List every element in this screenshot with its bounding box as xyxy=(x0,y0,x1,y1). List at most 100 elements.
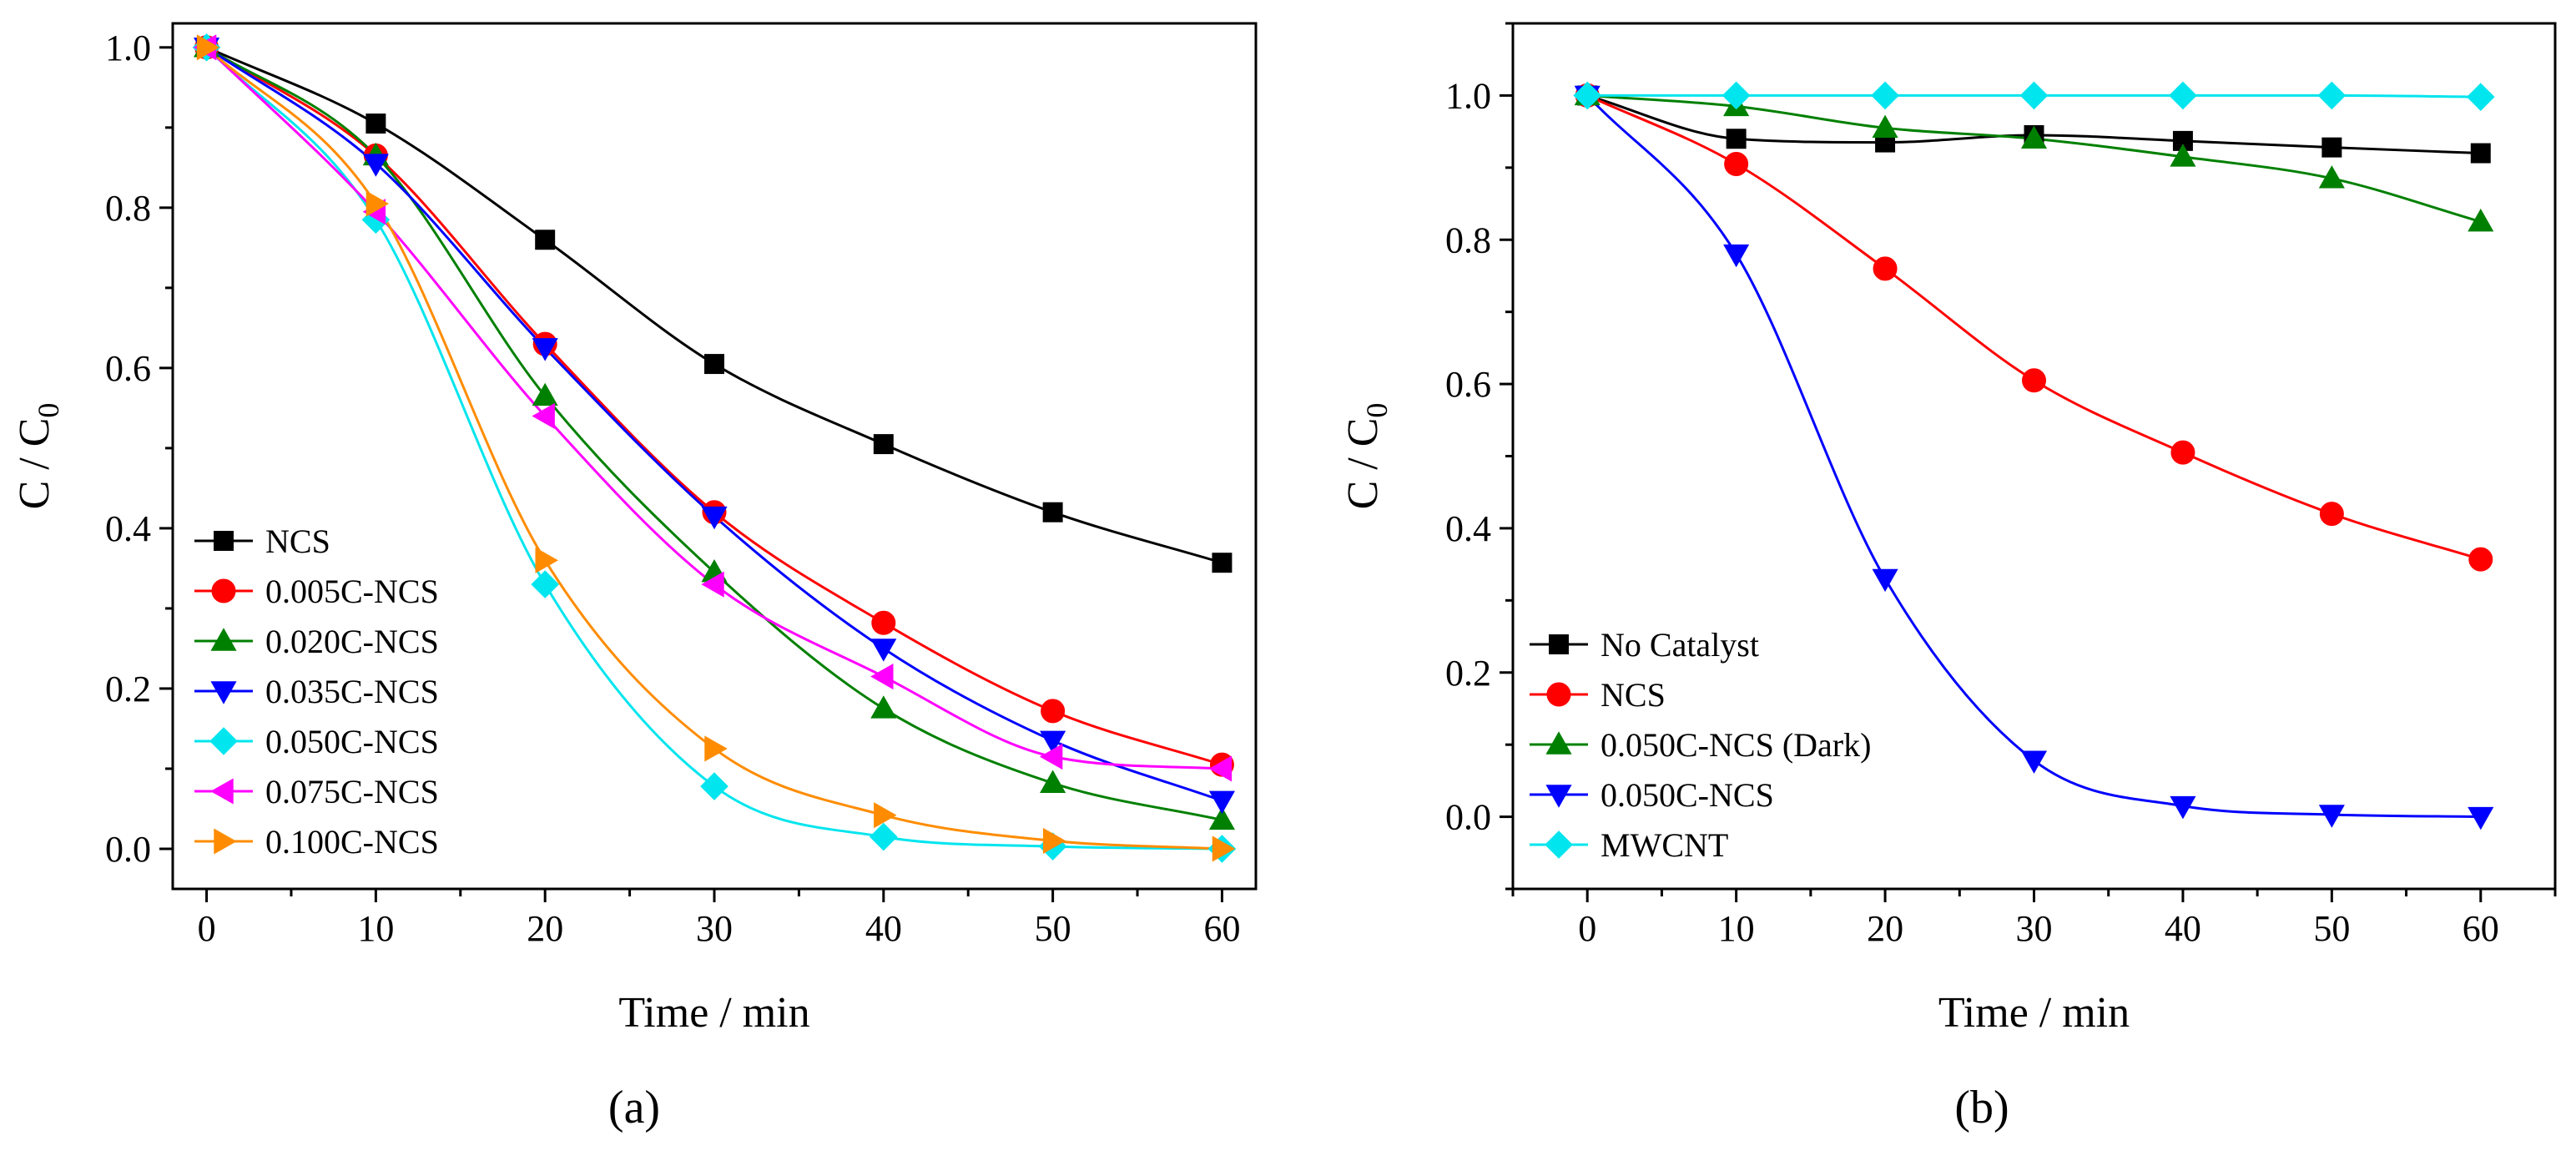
data-point xyxy=(1871,81,1899,110)
legend-entry: 0.020C-NCS xyxy=(265,623,439,660)
data-point xyxy=(1208,755,1233,782)
legend-marker xyxy=(210,628,237,651)
legend-entry: 0.100C-NCS xyxy=(265,823,439,861)
legend-marker xyxy=(1546,682,1571,707)
y-tick-label: 0.6 xyxy=(1445,364,1491,405)
y-tick-label: 0.8 xyxy=(1445,220,1491,260)
series-line xyxy=(1586,94,2482,561)
data-point xyxy=(2318,165,2345,189)
x-tick-label: 40 xyxy=(865,908,902,949)
data-point xyxy=(2319,502,2344,527)
y-tick-label: 1.0 xyxy=(1445,75,1491,116)
data-point xyxy=(532,338,558,361)
legend-entry: 0.050C-NCS xyxy=(1601,776,1774,814)
y-tick-label: 0.4 xyxy=(1445,508,1491,549)
data-point xyxy=(2169,81,2197,110)
data-point xyxy=(365,114,386,134)
data-point xyxy=(701,506,728,530)
x-tick-label: 0 xyxy=(198,908,216,949)
y-axis-label: C / C0 xyxy=(11,403,65,510)
data-point xyxy=(1724,152,1749,177)
legend-entry: NCS xyxy=(265,522,330,560)
legend-marker xyxy=(210,681,237,704)
data-point xyxy=(2468,208,2494,232)
data-point xyxy=(870,639,897,662)
data-point xyxy=(531,570,559,598)
y-tick-label: 0.0 xyxy=(1445,797,1491,838)
y-tick-label: 1.0 xyxy=(105,28,151,68)
data-point xyxy=(870,822,898,851)
data-point xyxy=(535,230,556,250)
legend-marker xyxy=(1545,830,1573,859)
data-point xyxy=(1872,114,1898,139)
chart-panel-a: 0 10 20 30 40 50 60 0.0 0.2 0.4 0.6 0.8 1.0 Time / mi… xyxy=(11,22,1258,1133)
y-axis-label: C / C0 xyxy=(1339,403,1394,510)
data-point xyxy=(1040,730,1066,755)
data-point xyxy=(870,663,894,690)
x-tick-label: 20 xyxy=(527,908,563,949)
data-point xyxy=(1212,553,1233,573)
series-line xyxy=(1586,94,2481,819)
y-tick-label: 0.4 xyxy=(105,508,151,549)
x-axis-label: Time / min xyxy=(618,989,809,1037)
data-point xyxy=(1039,744,1063,770)
data-point xyxy=(1722,81,1751,110)
y-tick-label: 0.0 xyxy=(105,829,151,870)
data-point xyxy=(532,402,555,430)
data-point xyxy=(2170,144,2196,167)
legend-entry: 0.050C-NCS xyxy=(265,723,439,760)
y-axis-label-subscript: 0 xyxy=(32,403,65,418)
legend-marker xyxy=(210,778,234,805)
x-tick-label: 10 xyxy=(1718,908,1755,949)
x-tick-label: 20 xyxy=(1867,908,1903,949)
x-tick-label: 10 xyxy=(357,908,394,949)
data-point xyxy=(1208,790,1235,815)
data-point xyxy=(2170,440,2195,465)
data-point xyxy=(1208,806,1235,830)
data-point xyxy=(1573,81,1602,110)
data-point xyxy=(700,772,728,800)
panel-label: (a) xyxy=(608,1082,660,1133)
data-point xyxy=(871,610,896,635)
x-tick-label: 60 xyxy=(2463,908,2499,949)
x-tick-label: 60 xyxy=(1203,908,1240,949)
data-point xyxy=(2468,806,2494,830)
panel-label: (b) xyxy=(1954,1082,2009,1133)
data-point xyxy=(2466,83,2495,111)
data-point xyxy=(2020,125,2048,149)
data-point xyxy=(704,354,724,375)
data-point xyxy=(2470,143,2491,164)
data-point xyxy=(870,695,897,719)
legend-entry: 0.050C-NCS (Dark) xyxy=(1601,726,1871,764)
data-point xyxy=(873,434,894,455)
data-point xyxy=(1040,770,1066,793)
data-point xyxy=(535,547,558,573)
legend-marker xyxy=(1545,731,1572,755)
x-tick-label: 30 xyxy=(2016,908,2053,949)
data-point xyxy=(1873,256,1898,281)
data-point xyxy=(2318,805,2345,828)
data-point xyxy=(2020,750,2048,774)
data-point xyxy=(196,34,220,61)
data-point xyxy=(701,571,724,598)
legend-marker xyxy=(1549,634,1569,654)
y-tick-label: 0.8 xyxy=(105,188,151,229)
legend-marker xyxy=(1545,785,1572,808)
data-point xyxy=(2317,81,2347,110)
legend-entry: 0.075C-NCS xyxy=(265,773,439,810)
legend-marker xyxy=(209,727,238,755)
legend-entry: 0.035C-NCS xyxy=(265,673,439,710)
data-point xyxy=(1212,835,1236,862)
x-tick-label: 50 xyxy=(2313,908,2350,949)
data-point xyxy=(1042,502,1063,522)
chart-panel-b: 0 10 20 30 40 50 60 0.0 0.2 0.4 0.6 0.8 1.0 Time / mi… xyxy=(1339,22,2557,1133)
legend-marker xyxy=(214,531,234,551)
data-point xyxy=(1042,827,1066,854)
data-point xyxy=(874,802,897,829)
y-tick-label: 0.2 xyxy=(1445,653,1491,694)
y-axis-label-main: C / C xyxy=(11,418,58,510)
x-tick-label: 0 xyxy=(1578,908,1596,949)
data-point xyxy=(2022,368,2046,393)
series-line xyxy=(205,46,1222,564)
